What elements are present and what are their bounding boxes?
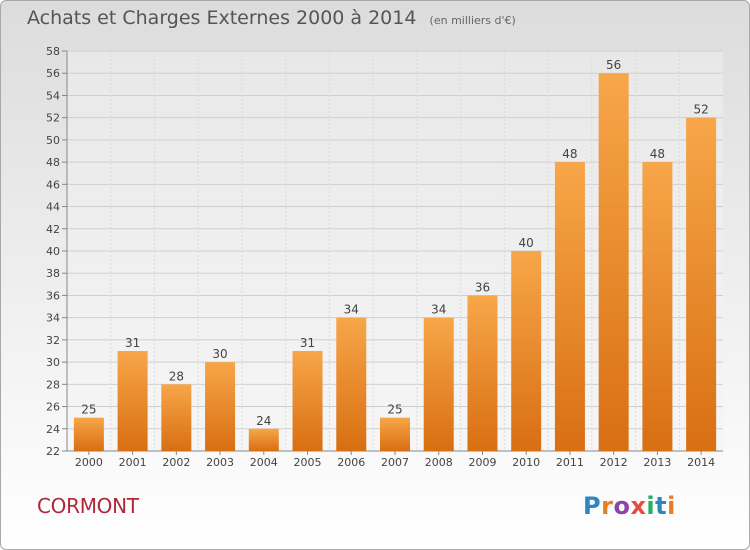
logo-letter: r — [601, 492, 614, 520]
logo-letter: o — [613, 492, 631, 520]
x-tick-label: 2006 — [337, 456, 365, 469]
logo-letter: x — [630, 492, 647, 520]
bar — [336, 317, 367, 451]
bar — [73, 417, 104, 451]
bar-value-label: 48 — [650, 147, 665, 161]
bar — [117, 351, 148, 451]
y-tick-label: 30 — [46, 356, 60, 369]
bar-value-label: 25 — [81, 403, 96, 417]
y-tick-label: 50 — [46, 134, 60, 147]
y-tick-label: 40 — [46, 245, 60, 258]
y-tick-label: 56 — [46, 67, 60, 80]
x-tick-label: 2002 — [162, 456, 190, 469]
bar — [248, 428, 279, 451]
bar-value-label: 48 — [562, 147, 577, 161]
bar — [205, 362, 236, 451]
x-tick-label: 2004 — [250, 456, 278, 469]
bar-value-label: 31 — [125, 336, 140, 350]
y-tick-label: 38 — [46, 267, 60, 280]
bar-value-label: 24 — [256, 414, 271, 428]
bar-value-label: 56 — [606, 58, 621, 72]
logo-letter: i — [667, 492, 676, 520]
bar-value-label: 30 — [212, 347, 227, 361]
x-tick-label: 2014 — [687, 456, 715, 469]
bar-value-label: 40 — [519, 236, 534, 250]
x-tick-label: 2012 — [600, 456, 628, 469]
y-tick-label: 34 — [46, 312, 60, 325]
bar-value-label: 34 — [431, 303, 446, 317]
bar — [554, 162, 585, 451]
bar — [511, 251, 542, 451]
logo-letter: t — [655, 492, 668, 520]
y-tick-label: 26 — [46, 401, 60, 414]
title-row: Achats et Charges Externes 2000 à 2014 (… — [27, 7, 516, 29]
bar-value-label: 25 — [387, 403, 402, 417]
bar-value-label: 34 — [344, 303, 359, 317]
x-tick-label: 2013 — [643, 456, 671, 469]
bar — [380, 417, 410, 451]
bar — [423, 317, 454, 451]
y-tick-label: 22 — [46, 445, 60, 458]
y-tick-label: 58 — [46, 45, 60, 58]
bar — [642, 162, 673, 451]
chart-title: Achats et Charges Externes 2000 à 2014 — [27, 7, 417, 29]
logo-letter: P — [583, 492, 602, 520]
logo-letter: i — [646, 492, 656, 520]
bar-value-label: 28 — [169, 369, 184, 383]
y-tick-label: 54 — [46, 89, 60, 102]
bar — [161, 384, 192, 451]
bar — [467, 295, 498, 451]
y-tick-label: 46 — [46, 178, 60, 191]
y-tick-label: 32 — [46, 334, 60, 347]
y-tick-label: 48 — [46, 156, 60, 169]
x-tick-label: 2010 — [512, 456, 540, 469]
x-tick-label: 2001 — [119, 456, 147, 469]
x-tick-label: 2003 — [206, 456, 234, 469]
y-tick-label: 24 — [46, 423, 60, 436]
bar-value-label: 36 — [475, 280, 490, 294]
bar-value-label: 31 — [300, 336, 315, 350]
y-tick-label: 52 — [46, 112, 60, 125]
y-tick-label: 44 — [46, 201, 60, 214]
bar — [686, 117, 717, 452]
x-tick-label: 2005 — [294, 456, 322, 469]
x-tick-label: 2011 — [556, 456, 584, 469]
bar — [292, 351, 323, 451]
x-tick-label: 2009 — [468, 456, 496, 469]
x-tick-label: 2007 — [381, 456, 409, 469]
proxiti-logo: Proxiti — [583, 492, 676, 520]
bar-value-label: 52 — [693, 103, 708, 117]
chart-subtitle: (en milliers d'€) — [429, 14, 516, 27]
y-tick-label: 36 — [46, 289, 60, 302]
y-tick-label: 42 — [46, 223, 60, 236]
y-tick-label: 28 — [46, 378, 60, 391]
bar — [598, 73, 629, 451]
x-tick-label: 2000 — [75, 456, 103, 469]
x-tick-label: 2008 — [425, 456, 453, 469]
commune-name: CORMONT — [37, 494, 139, 518]
